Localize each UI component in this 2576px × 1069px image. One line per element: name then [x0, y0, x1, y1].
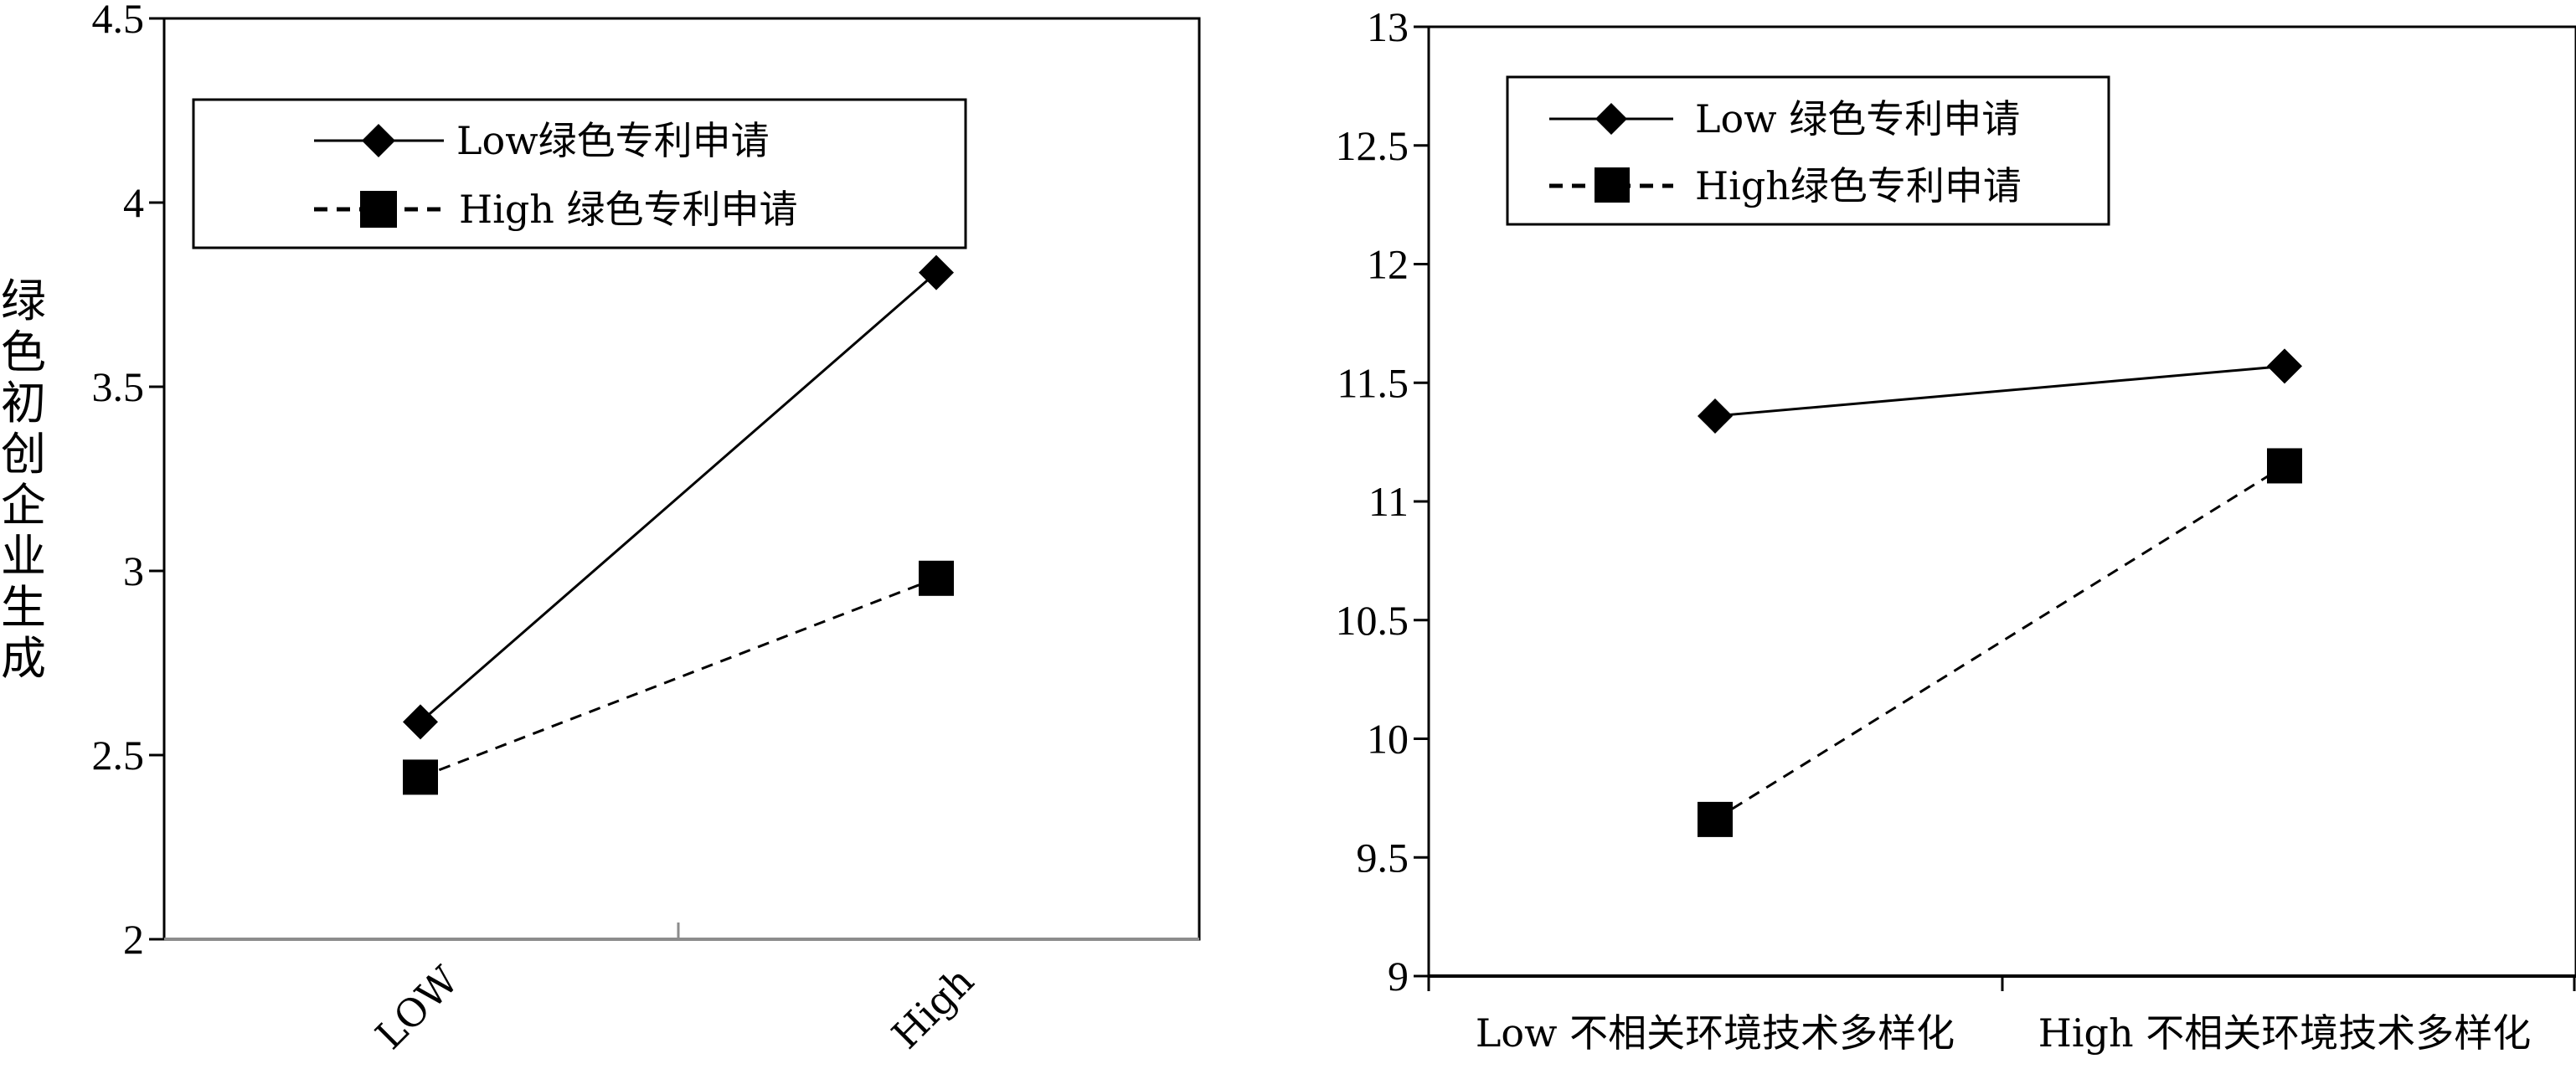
series-line-1: [420, 577, 937, 779]
y-tick-label: 10.5: [1336, 597, 1409, 644]
y-tick-label: 9: [1388, 953, 1409, 1000]
x-category-label: High: [883, 958, 982, 1057]
left-series: [403, 254, 954, 795]
right-legend-diamond-icon: [1595, 103, 1627, 135]
diamond-point: [403, 704, 438, 740]
diamond-point: [919, 254, 954, 290]
y-axis-label-char: 成: [1, 632, 46, 685]
square-point: [403, 759, 438, 795]
y-tick-label: 11: [1368, 478, 1409, 525]
y-tick-label: 2.5: [92, 732, 145, 779]
y-tick-label: 4: [123, 179, 144, 226]
y-tick-label: 13: [1367, 3, 1409, 50]
x-category-label: LOW: [367, 957, 467, 1057]
y-tick-label: 9.5: [1357, 834, 1409, 881]
y-tick-label: 11.5: [1337, 359, 1409, 406]
right-chart: 9 9.5 10 10.5 11 11.5 12 12.5 13 Low 不相关环境技术多样化 H…: [1336, 3, 2576, 1056]
diamond-point: [2267, 348, 2302, 384]
left-legend-square-icon: [360, 191, 397, 228]
y-tick-label: 10: [1367, 716, 1409, 763]
right-legend-label-high: High绿色专利申请: [1695, 163, 2022, 208]
right-x-categories: Low 不相关环境技术多样化 High 不相关环境技术多样化: [1476, 1010, 2531, 1056]
series-line-0: [1714, 364, 2285, 418]
square-point: [2267, 448, 2302, 484]
left-x-categories: LOW High: [367, 957, 982, 1057]
x-category-label: Low 不相关环境技术多样化: [1476, 1010, 1955, 1056]
y-tick-label: 12: [1367, 241, 1409, 288]
right-series: [1698, 348, 2302, 837]
left-legend: Low绿色专利申请 High 绿色专利申请: [192, 98, 967, 249]
right-legend: Low 绿色专利申请 High绿色专利申请: [1506, 75, 2110, 226]
square-point: [919, 560, 954, 596]
left-legend-label-low: Low绿色专利申请: [456, 118, 770, 163]
x-category-label: High 不相关环境技术多样化: [2038, 1010, 2532, 1056]
y-axis-label-char: 生: [1, 581, 46, 634]
square-point: [1698, 801, 1733, 837]
left-legend-box: [192, 98, 967, 249]
y-tick-label: 3.5: [92, 363, 145, 410]
y-axis-label-char: 色: [1, 326, 46, 378]
series-line-0: [420, 271, 937, 723]
left-y-ticks: 2 2.5 3 3.5 4 4.5: [92, 0, 164, 963]
y-tick-label: 12.5: [1336, 122, 1409, 169]
y-axis-label-char: 企: [1, 479, 46, 532]
right-legend-square-icon: [1595, 167, 1630, 203]
y-axis-label-char: 业: [1, 530, 46, 583]
y-tick-label: 3: [123, 547, 144, 594]
series-line-1: [1714, 465, 2285, 821]
y-axis-label-char: 创: [1, 428, 46, 481]
right-y-ticks: 9 9.5 10 10.5 11 11.5 12 12.5 13: [1336, 3, 1429, 1000]
diamond-point: [1698, 398, 1733, 434]
y-tick-label: 4.5: [92, 0, 145, 42]
y-tick-label: 2: [123, 916, 144, 963]
left-legend-diamond-icon: [362, 124, 395, 157]
y-axis-label-char: 绿: [1, 275, 46, 327]
y-axis-label-char: 初: [1, 377, 46, 429]
right-legend-label-low: Low 绿色专利申请: [1695, 96, 2020, 141]
left-legend-label-high: High 绿色专利申请: [459, 187, 798, 232]
